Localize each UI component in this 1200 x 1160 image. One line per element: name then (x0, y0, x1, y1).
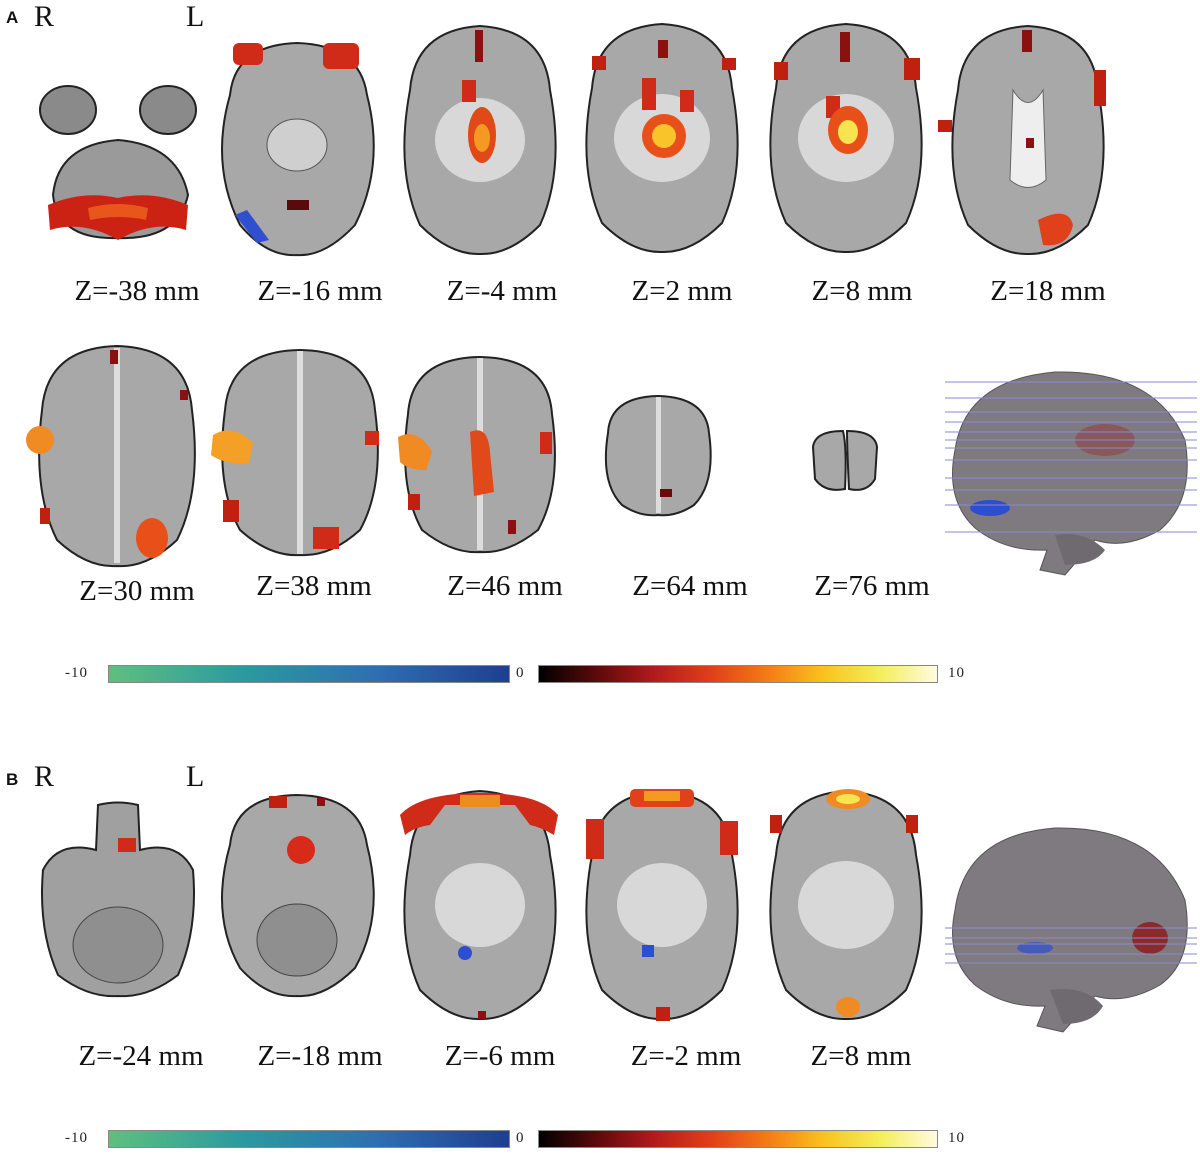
slice-label-b-3: Z=-6 mm (444, 1040, 556, 1072)
colorbar-b-zero-label: 0 (516, 1130, 525, 1146)
orientation-left-label-b: L (186, 760, 205, 793)
slice-b-z-minus18 (205, 790, 390, 1005)
slice-label-a-8: Z=38 mm (256, 570, 372, 602)
colorbar-b-negative-scale (108, 1130, 510, 1148)
slice-label-a-4: Z=2 mm (631, 275, 733, 307)
slice-label-a-1: Z=-38 mm (74, 275, 200, 307)
slice-label-a-3: Z=-4 mm (446, 275, 558, 307)
slice-b-z-minus24 (28, 800, 208, 1005)
slice-label-a-9: Z=46 mm (447, 570, 563, 602)
colorbar-a: -10 0 10 (60, 663, 980, 687)
brain-3d-render-a (945, 360, 1197, 590)
slice-label-b-5: Z=8 mm (810, 1040, 912, 1072)
slice-a-z-30 (22, 340, 212, 575)
slice-a-z-8 (756, 18, 936, 263)
slice-label-a-7: Z=30 mm (79, 575, 195, 607)
colorbar-b-positive-scale (538, 1130, 938, 1148)
colorbar-a-negative-scale (108, 665, 510, 683)
slice-b-z-8 (756, 785, 936, 1030)
slice-a-z-18 (938, 20, 1118, 265)
slice-label-a-5: Z=8 mm (811, 275, 913, 307)
slice-label-a-11: Z=76 mm (814, 570, 930, 602)
slice-a-z-minus38 (28, 80, 208, 255)
colorbar-a-zero-label: 0 (516, 665, 525, 681)
slice-label-b-4: Z=-2 mm (630, 1040, 742, 1072)
colorbar-b-min-label: -10 (65, 1130, 88, 1146)
slice-a-z-2 (572, 18, 752, 263)
colorbar-a-positive-scale (538, 665, 938, 683)
brain-3d-render-b (945, 820, 1197, 1045)
slice-b-z-minus6 (390, 785, 570, 1030)
slice-a-z-46 (390, 352, 570, 562)
panel-b: B R L (0, 760, 1200, 1160)
slice-a-z-minus16 (205, 35, 390, 265)
slice-a-z-64 (596, 393, 721, 523)
panel-a: A R L (6, 0, 1197, 687)
orientation-left-label: L (186, 0, 205, 33)
colorbar-a-max-label: 10 (948, 665, 965, 681)
orientation-right-label: R (34, 0, 55, 33)
colorbar-b: -10 0 10 (60, 1128, 980, 1152)
slice-label-b-2: Z=-18 mm (257, 1040, 383, 1072)
slice-label-a-10: Z=64 mm (632, 570, 748, 602)
slice-a-z-minus4 (390, 20, 570, 265)
panel-letter-a: A (6, 8, 19, 27)
slice-b-z-minus2 (572, 785, 752, 1030)
slice-a-z-38 (205, 345, 395, 565)
colorbar-a-min-label: -10 (65, 665, 88, 681)
slice-label-b-1: Z=-24 mm (78, 1040, 204, 1072)
slice-label-a-2: Z=-16 mm (257, 275, 383, 307)
panel-letter-b: B (6, 770, 19, 789)
colorbar-b-max-label: 10 (948, 1130, 965, 1146)
slice-label-a-6: Z=18 mm (990, 275, 1106, 307)
slice-a-z-76 (805, 427, 885, 502)
orientation-right-label-b: R (34, 760, 55, 793)
